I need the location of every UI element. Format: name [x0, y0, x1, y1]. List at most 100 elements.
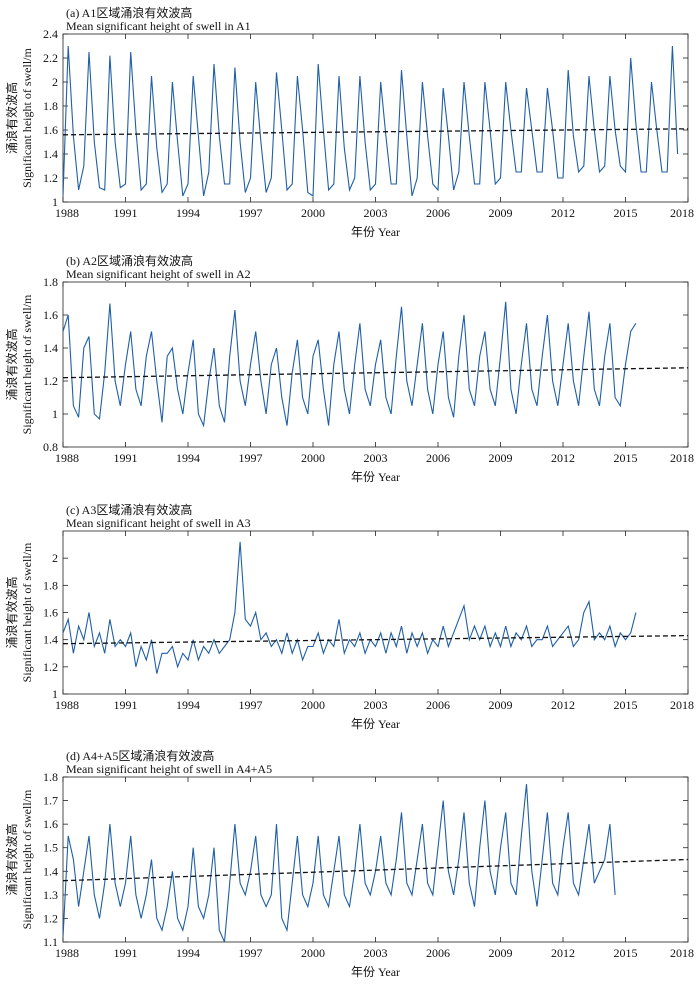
x-tick-label: 2018	[670, 946, 694, 960]
y-tick-label: 1.4	[43, 864, 58, 878]
x-tick-label: 1997	[239, 946, 263, 960]
y-tick-label: 2	[52, 551, 58, 565]
y-axis-label-en: Significant height of swell/m	[20, 48, 34, 188]
y-axis-label-en: Significant height of swell/m	[20, 542, 34, 682]
panel-title: (a) A1区域涌浪有效波高	[66, 5, 192, 20]
y-tick-label: 1.6	[43, 606, 58, 620]
x-tick-label: 2000	[301, 946, 325, 960]
x-tick-label: 2012	[551, 451, 575, 465]
y-tick-label: 1.5	[43, 841, 58, 855]
panel-title: (d) A4+A5区域涌浪有效波高	[66, 748, 214, 763]
plot-frame	[62, 530, 689, 695]
y-tick-label: 1.2	[43, 374, 58, 388]
y-tick-label: 1.8	[43, 578, 58, 592]
x-tick-label: 2003	[364, 698, 388, 712]
x-tick-label: 2003	[364, 206, 388, 220]
x-tick-label: 1988	[55, 206, 79, 220]
x-axis-label: 年份 Year	[351, 965, 400, 979]
x-tick-label: 2012	[551, 698, 575, 712]
y-axis-label-en: Significant height of swell/m	[20, 294, 34, 434]
x-tick-label: 2000	[301, 206, 325, 220]
x-tick-label: 2012	[551, 946, 575, 960]
y-tick-label: 1.4	[43, 633, 58, 647]
x-tick-label: 2000	[301, 451, 325, 465]
data-series-line	[63, 784, 616, 942]
x-tick-label: 1988	[55, 946, 79, 960]
y-tick-label: 1.8	[43, 99, 58, 113]
x-tick-label: 1997	[239, 698, 263, 712]
panel-title: (c) A3区域涌浪有效波高	[66, 502, 192, 517]
x-tick-label: 1997	[239, 451, 263, 465]
x-tick-label: 2009	[489, 946, 513, 960]
y-tick-label: 2	[52, 75, 58, 89]
x-tick-label: 2015	[614, 698, 638, 712]
y-axis-label-cn: 涌浪有效波高	[4, 82, 19, 154]
x-tick-label: 2015	[614, 946, 638, 960]
y-axis-label-cn: 涌浪有效波高	[4, 823, 19, 895]
y-tick-label: 1.4	[43, 341, 58, 355]
x-tick-label: 1991	[114, 698, 138, 712]
x-tick-label: 1991	[114, 451, 138, 465]
panel-subtitle: Mean significant height of swell in A4+A…	[66, 762, 272, 776]
x-tick-label: 2003	[364, 451, 388, 465]
x-tick-label: 1997	[239, 206, 263, 220]
x-tick-label: 2009	[489, 451, 513, 465]
y-tick-label: 1.1	[43, 935, 58, 949]
y-tick-label: 1	[52, 687, 58, 701]
trend-line	[63, 128, 688, 136]
y-tick-label: 1.6	[43, 123, 58, 137]
y-tick-label: 1.7	[43, 794, 58, 808]
x-tick-label: 1994	[176, 698, 200, 712]
x-tick-label: 1994	[176, 946, 200, 960]
y-axis-label-en: Significant height of swell/m	[20, 789, 34, 929]
panel-subtitle: Mean significant height of swell in A3	[66, 516, 251, 530]
y-tick-label: 0.8	[43, 440, 58, 454]
y-tick-label: 1	[52, 195, 58, 209]
y-axis-label-cn: 涌浪有效波高	[4, 328, 19, 400]
trend-line	[63, 634, 688, 645]
y-tick-label: 1.2	[43, 911, 58, 925]
x-tick-label: 2003	[364, 946, 388, 960]
x-axis-label: 年份 Year	[351, 225, 400, 239]
y-tick-label: 2.2	[43, 51, 58, 65]
x-tick-label: 2006	[426, 451, 450, 465]
x-tick-label: 2006	[426, 206, 450, 220]
x-tick-label: 2015	[614, 206, 638, 220]
x-axis-label: 年份 Year	[351, 717, 400, 731]
x-tick-label: 1994	[176, 206, 200, 220]
trend-line	[63, 858, 688, 882]
x-tick-label: 2018	[670, 698, 694, 712]
x-tick-label: 2009	[489, 698, 513, 712]
x-tick-label: 2006	[426, 946, 450, 960]
y-tick-label: 1.4	[43, 147, 58, 161]
x-tick-label: 1988	[55, 698, 79, 712]
x-tick-label: 2018	[670, 206, 694, 220]
x-tick-label: 1991	[114, 946, 138, 960]
y-tick-label: 1.8	[43, 275, 58, 289]
y-tick-label: 1.6	[43, 308, 58, 322]
y-axis-label-cn: 涌浪有效波高	[4, 576, 19, 648]
data-series-line	[63, 301, 637, 428]
y-tick-label: 1.8	[43, 770, 58, 784]
y-tick-label: 2.4	[43, 27, 58, 41]
x-tick-label: 2018	[670, 451, 694, 465]
x-tick-label: 2006	[426, 698, 450, 712]
x-tick-label: 2000	[301, 698, 325, 712]
y-tick-label: 1.2	[43, 660, 58, 674]
x-tick-label: 2009	[489, 206, 513, 220]
panel-subtitle: Mean significant height of swell in A2	[66, 267, 251, 281]
y-tick-label: 1.6	[43, 817, 58, 831]
data-series-line	[63, 45, 679, 198]
y-tick-label: 1.2	[43, 171, 58, 185]
x-tick-label: 2012	[551, 206, 575, 220]
x-tick-label: 1991	[114, 206, 138, 220]
panel-subtitle: Mean significant height of swell in A1	[66, 19, 251, 33]
trend-line	[63, 367, 688, 379]
x-tick-label: 1994	[176, 451, 200, 465]
y-tick-label: 1	[52, 407, 58, 421]
